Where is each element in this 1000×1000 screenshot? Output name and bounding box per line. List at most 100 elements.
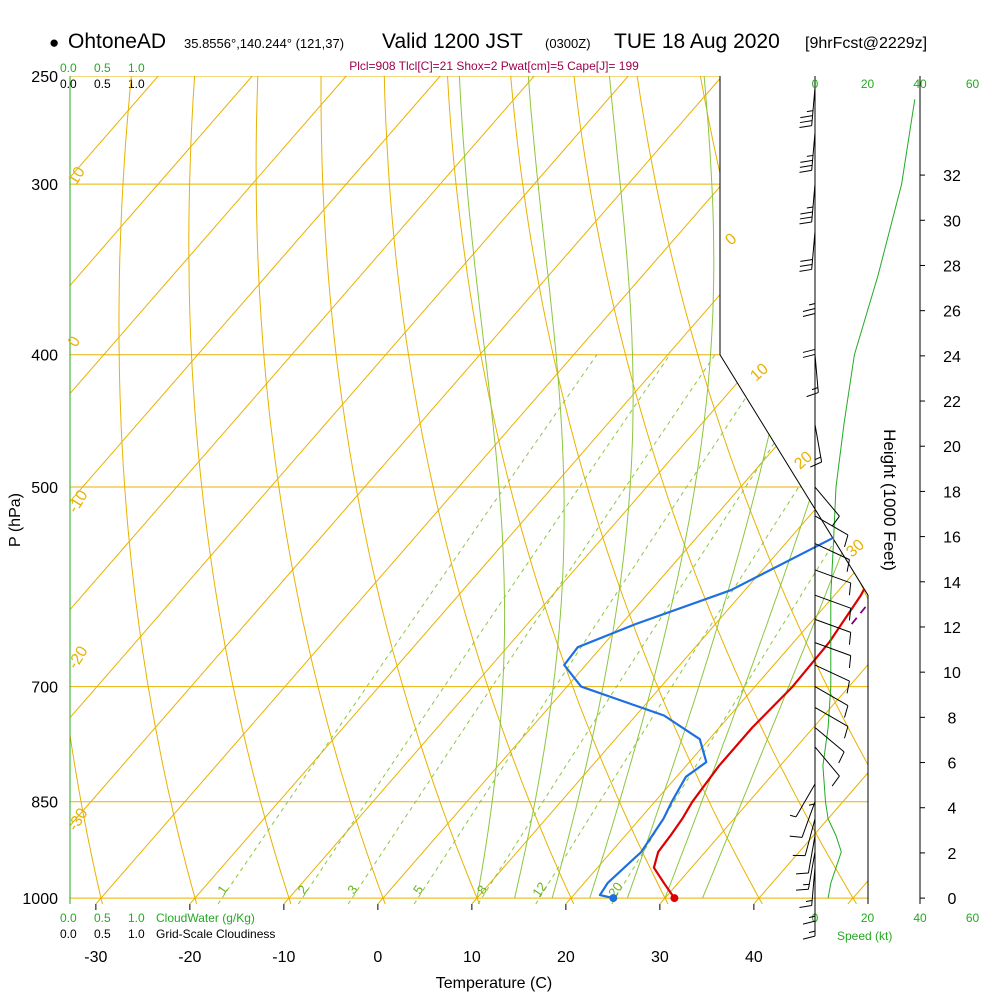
mixing-ratio-line [217, 354, 598, 904]
isotherm-line [283, 76, 868, 904]
stability-indices: Plcl=908 Tlcl[C]=21 Shox=2 Pwat[cm]=5 Ca… [349, 59, 639, 73]
wind-barb [814, 486, 840, 527]
height-tick-label: 22 [943, 394, 961, 411]
wind-barb [806, 354, 819, 398]
wind-barb-flag [810, 461, 822, 468]
wind-barb-staff [811, 87, 816, 126]
isotherm-line [377, 76, 868, 904]
wind-barb [814, 727, 845, 764]
wind-barb-staff [811, 867, 816, 906]
wind-barb-half [811, 387, 819, 391]
dry-adiabat [573, 76, 857, 904]
valid-time: Valid 1200 JST [382, 30, 523, 53]
height-tick-label: 12 [943, 620, 961, 637]
isotherm-label: 10 [747, 360, 772, 385]
x-tick-label: 30 [651, 949, 669, 966]
mixing-ratio-line [347, 354, 716, 904]
wind-barb [814, 594, 852, 621]
cloud-scale-bottom-green-1: 0.5 [94, 911, 111, 925]
pressure-tick-label: 300 [31, 177, 58, 194]
isotherm-label: 20 [791, 448, 816, 473]
mixing-ratio-line [477, 354, 833, 904]
height-tick-label: 20 [943, 439, 961, 456]
wind-barb-staff [814, 642, 851, 657]
wind-barb-staff [814, 594, 851, 609]
isotherm-line [189, 76, 868, 904]
isotherm-line [70, 76, 535, 904]
temperature-profile [652, 110, 868, 899]
station-coords: 35.8556°,140.244° (121,37) [184, 36, 344, 51]
valid-date: TUE 18 Aug 2020 [614, 30, 780, 53]
moist-adiabat [458, 76, 506, 899]
wind-barb [808, 765, 816, 806]
x-tick-label: -30 [84, 949, 107, 966]
wind-barb-flag [848, 582, 852, 596]
x-tick-label: -10 [272, 949, 295, 966]
title-row: ● OhtoneAD 35.8556°,140.244° (121,37) Va… [49, 30, 927, 53]
isotherm-line [70, 76, 441, 904]
wind-barb-half [805, 900, 813, 903]
wind-barb-flag [799, 221, 812, 225]
forecast-info: [9hrFcst@2229z] [805, 35, 927, 52]
wind-barb-staff [814, 686, 849, 707]
wind-barb-staff [814, 486, 840, 517]
isotherm-line [70, 76, 629, 904]
height-tick-label: 0 [948, 891, 957, 908]
isotherm-line [753, 76, 868, 904]
wind-barb-flag [844, 726, 849, 739]
dry-adiabat [636, 76, 868, 904]
mixing-ratio-label: 1 [214, 882, 230, 897]
cloud-scale-top: 0.0 0.5 1.0 0.0 0.5 1.0 [60, 61, 145, 91]
wind-barb-flag [831, 775, 840, 787]
wind-barb [814, 706, 849, 739]
cloud-scale-top-black-1: 0.5 [94, 77, 111, 91]
wind-barb-half [814, 456, 821, 461]
wind-barb [814, 569, 852, 596]
wind-barb-flag [844, 534, 849, 548]
moist-adiabat [514, 76, 565, 899]
height-tick-label: 30 [943, 213, 961, 230]
y-axis-title: P (hPa) [7, 493, 24, 547]
x-tick-label: 10 [463, 949, 481, 966]
height-tick-label: 6 [948, 756, 957, 773]
title-bullet: ● [49, 33, 59, 52]
wind-barb-flag [799, 120, 813, 124]
wind-barb-staff [814, 543, 850, 561]
wind-barb-half [806, 206, 814, 209]
wind-barb-staff [814, 515, 849, 536]
wind-barb-staff [807, 835, 816, 874]
wind-barb-flag [799, 169, 812, 173]
cloudwater-label: CloudWater (g/Kg) [156, 911, 255, 925]
wind-barb-flag [848, 655, 852, 668]
wind-barb [810, 424, 823, 468]
wind-barb-flag [802, 935, 816, 940]
wind-barb-staff [814, 746, 840, 777]
mixing-ratio-label: 12 [529, 879, 550, 899]
height-tick-label: 16 [943, 530, 961, 547]
wind-barb-staff [814, 727, 845, 753]
wind-barb [814, 543, 850, 572]
mixing-ratio-label: 3 [344, 882, 360, 897]
mixing-ratio-label: 5 [410, 882, 426, 897]
wind-barb-flag [802, 348, 816, 353]
isotherm-label: 10 [65, 164, 89, 188]
height-tick-label: 4 [948, 801, 957, 818]
dry-adiabat [188, 76, 292, 904]
cloud-scale-top-black-2: 1.0 [128, 77, 145, 91]
wind-barb-staff [814, 569, 851, 584]
dry-adiabat [118, 76, 198, 904]
station-name: OhtoneAD [68, 30, 166, 53]
sounding-profiles [563, 109, 868, 900]
isotherm-label: -10 [65, 487, 92, 516]
pressure-tick-label: 700 [31, 680, 58, 697]
pressure-tick-label: 850 [31, 795, 58, 812]
isotherm-label: 0 [65, 333, 84, 350]
wind-speed-profile [822, 99, 916, 899]
wind-barb-staff [814, 354, 819, 393]
wind-barb-flag [799, 216, 813, 220]
wind-barb [789, 801, 816, 838]
wind-barb-half [808, 930, 816, 934]
height-tick-label: 8 [948, 710, 957, 727]
x-tick-label: -20 [178, 949, 201, 966]
